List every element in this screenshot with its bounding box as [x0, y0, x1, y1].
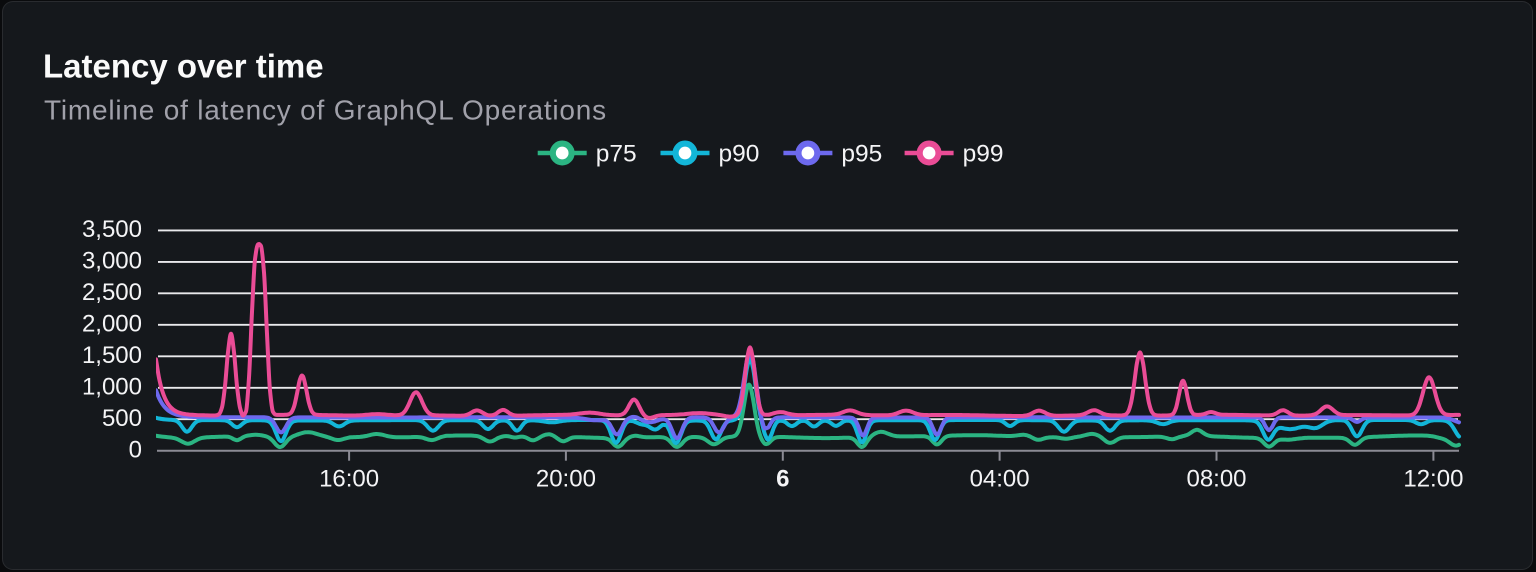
svg-text:p95: p95	[841, 141, 882, 168]
svg-text:2,500: 2,500	[82, 279, 142, 306]
svg-text:p75: p75	[596, 141, 637, 168]
svg-text:04:00: 04:00	[970, 466, 1030, 493]
svg-text:1,000: 1,000	[82, 374, 142, 401]
svg-text:p90: p90	[719, 141, 760, 168]
svg-text:08:00: 08:00	[1186, 466, 1246, 493]
svg-text:Timeline of latency of GraphQL: Timeline of latency of GraphQL Operation…	[44, 94, 607, 125]
svg-text:3,500: 3,500	[82, 216, 142, 243]
svg-text:500: 500	[102, 405, 142, 432]
svg-text:p99: p99	[963, 141, 1004, 168]
svg-text:16:00: 16:00	[319, 466, 379, 493]
svg-text:12:00: 12:00	[1403, 466, 1463, 493]
svg-text:Latency over time: Latency over time	[43, 48, 324, 85]
svg-text:3,000: 3,000	[82, 248, 142, 275]
svg-text:2,000: 2,000	[82, 311, 142, 338]
svg-text:20:00: 20:00	[536, 466, 596, 493]
svg-text:1,500: 1,500	[82, 342, 142, 369]
svg-text:6: 6	[776, 466, 789, 493]
svg-text:0: 0	[129, 436, 142, 463]
